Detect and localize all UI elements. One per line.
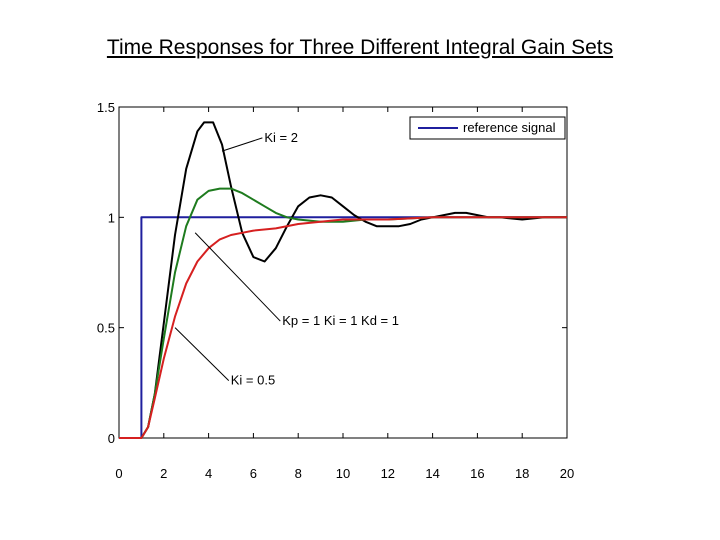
x-tick-label: 18 [515,466,529,481]
axis-ticks: 0 2 4 6 8 10 12 14 16 18 20 0 0.5 1 1.5 [97,100,574,481]
y-tick-label: 1.5 [97,100,115,115]
x-tick-label: 4 [205,466,212,481]
plot-frame [118,106,568,439]
x-tick-label: 20 [560,466,574,481]
annotation-label: Ki = 0.5 [231,373,275,388]
y-tick-label: 1 [108,210,115,225]
annotation-label: Ki = 2 [264,130,298,145]
series-line-3 [119,216,567,439]
chart-title: Time Responses for Three Different Integ… [106,36,614,59]
annotation-arrow [194,232,281,322]
x-tick-label: 6 [250,466,257,481]
series-group [119,121,567,439]
x-tick-label: 2 [160,466,167,481]
legend-box [409,116,566,140]
annotation-arrow [174,327,230,381]
annotations-group: Ki = 2 Kp = 1 Ki = 1 Kd = 1 Ki = 0.5 [174,130,399,388]
series-line-1 [119,121,567,439]
y-tick-label: 0 [108,431,115,446]
legend-entry: reference signal [463,120,556,135]
x-tick-label: 16 [470,466,484,481]
annotation-arrow [221,137,263,152]
x-tick-label: 8 [295,466,302,481]
x-tick-label: 14 [425,466,439,481]
y-tick-label: 0.5 [97,321,115,336]
x-tick-label: 10 [336,466,350,481]
legend: reference signal [409,116,566,140]
annotation-label: Kp = 1 Ki = 1 Kd = 1 [282,313,399,328]
x-tick-label: 12 [381,466,395,481]
x-tick-label: 0 [115,466,122,481]
